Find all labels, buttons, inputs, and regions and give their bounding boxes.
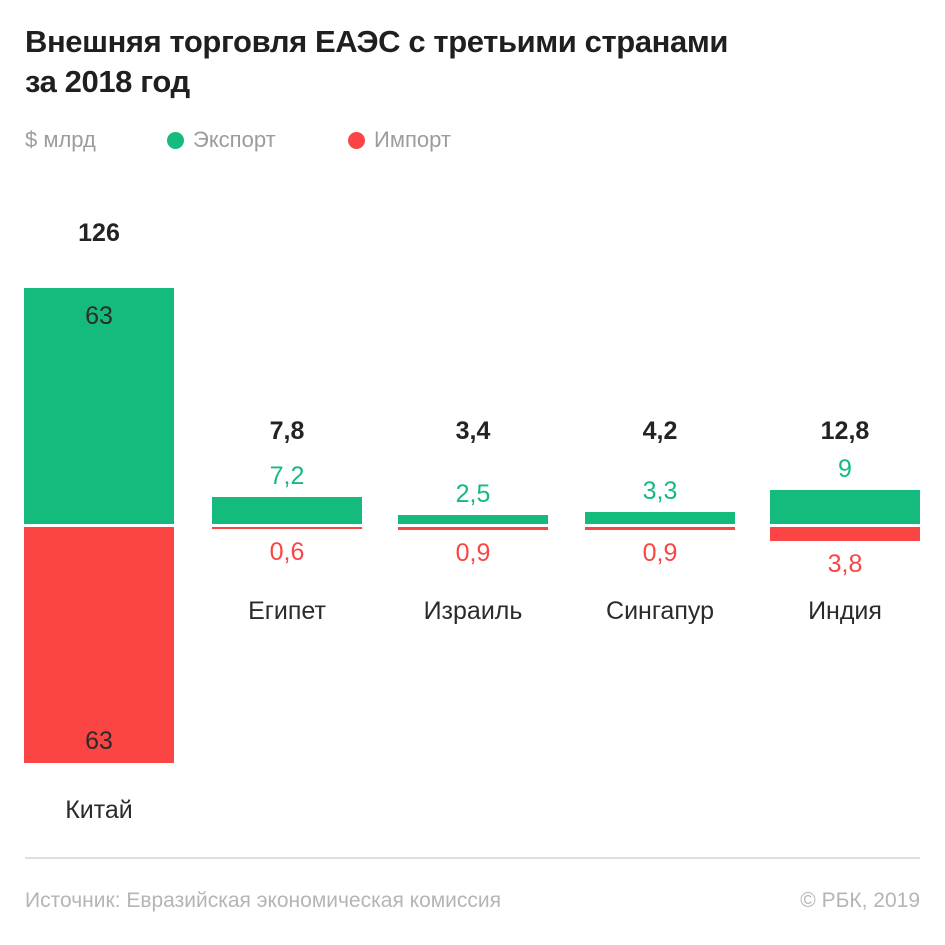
unit-label: $ млрд [25, 127, 96, 152]
export-dot-icon [167, 131, 184, 149]
import-bar [398, 527, 548, 530]
copyright-label: © РБК, 2019 [800, 889, 920, 912]
footer-divider [25, 857, 920, 859]
footer: Источник: Евразийская экономическая коми… [25, 887, 920, 914]
legend-item-export: Экспорт [167, 126, 276, 154]
country-label: Египет [248, 597, 326, 625]
total-label: 7,8 [269, 417, 305, 445]
import-bar [585, 527, 735, 530]
legend: $ млрд Экспорт Импорт [0, 126, 945, 154]
import-value-label: 63 [85, 727, 113, 755]
export-bar [770, 490, 920, 524]
export-bar [212, 497, 362, 524]
total-label: 12,8 [820, 417, 870, 445]
country-label: Китай [65, 796, 133, 824]
import-legend-label: Импорт [374, 127, 451, 152]
import-bar [24, 527, 174, 763]
chart-title-line2: за 2018 год [25, 64, 190, 99]
country-label: Сингапур [606, 597, 714, 625]
import-value-label: 0,9 [642, 539, 678, 567]
country-label: Индия [808, 597, 882, 625]
country-label: Израиль [423, 597, 523, 625]
export-value-label: 7,2 [269, 462, 305, 490]
import-value-label: 3,8 [827, 550, 863, 578]
import-bar [212, 527, 362, 529]
export-bar [24, 288, 174, 524]
total-label: 3,4 [455, 417, 491, 445]
export-value-label: 2,5 [455, 480, 491, 508]
import-value-label: 0,9 [455, 539, 491, 567]
export-legend-label: Экспорт [193, 127, 276, 152]
source-label: Источник: Евразийская экономическая коми… [25, 889, 502, 912]
export-bar [398, 515, 548, 524]
export-value-label: 63 [85, 302, 113, 330]
legend-item-import: Импорт [348, 126, 451, 154]
export-bar [585, 512, 735, 524]
total-label: 4,2 [642, 417, 678, 445]
export-value-label: 9 [838, 455, 852, 483]
chart-title-line1: Внешняя торговля ЕАЭС с третьими странам… [25, 24, 729, 59]
import-dot-icon [348, 131, 365, 149]
import-value-label: 0,6 [269, 538, 305, 566]
total-label: 126 [78, 219, 120, 247]
export-value-label: 3,3 [642, 477, 678, 505]
chart-title: Внешняя торговля ЕАЭС с третьими странам… [25, 22, 915, 102]
import-bar [770, 527, 920, 541]
